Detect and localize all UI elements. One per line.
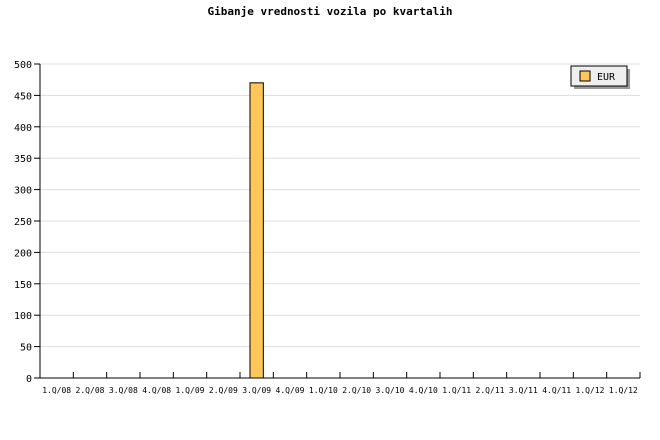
x-tick-label: 1.Q/08 (42, 386, 71, 395)
y-tick-label: 450 (14, 91, 32, 102)
legend-label: EUR (597, 72, 616, 83)
x-tick-label: 2.Q/11 (476, 386, 505, 395)
y-tick-label: 50 (20, 343, 32, 354)
x-tick-label: 1.Q/10 (309, 386, 338, 395)
x-tick-label: 3.Q/10 (376, 386, 405, 395)
x-tick-label: 1.Q/09 (176, 386, 205, 395)
x-tick-label: 2.Q/08 (76, 386, 105, 395)
y-tick-label: 350 (14, 154, 32, 165)
y-tick-label: 200 (14, 248, 32, 259)
legend: EUR (570, 65, 630, 89)
x-tick-label: 4.Q/09 (276, 386, 305, 395)
x-tick-label: 2.Q/10 (342, 386, 371, 395)
x-tick-label: 2.Q/09 (209, 386, 238, 395)
x-tick-label: 4.Q/10 (409, 386, 438, 395)
chart-title: Gibanje vrednosti vozila po kvartalih (207, 5, 452, 18)
x-tick-label: 4.Q/11 (542, 386, 571, 395)
x-tick-label: 3.Q/11 (509, 386, 538, 395)
x-tick-label: 3.Q/09 (242, 386, 271, 395)
y-tick-label: 0 (26, 374, 32, 385)
x-tick-label: 1.Q/12 (609, 386, 638, 395)
x-tick-label: 1.Q/11 (442, 386, 471, 395)
x-tick-label: 3.Q/08 (109, 386, 138, 395)
y-tick-label: 400 (14, 123, 32, 134)
legend-swatch (579, 70, 591, 82)
y-tick-label: 500 (14, 60, 32, 71)
y-tick-label: 150 (14, 280, 32, 291)
y-tick-label: 100 (14, 311, 32, 322)
x-tick-label: 4.Q/08 (142, 386, 171, 395)
x-tick-label: 1.Q/12 (576, 386, 605, 395)
y-tick-label: 300 (14, 186, 32, 197)
y-tick-label: 250 (14, 217, 32, 228)
bar-3.Q/09 (249, 82, 264, 379)
